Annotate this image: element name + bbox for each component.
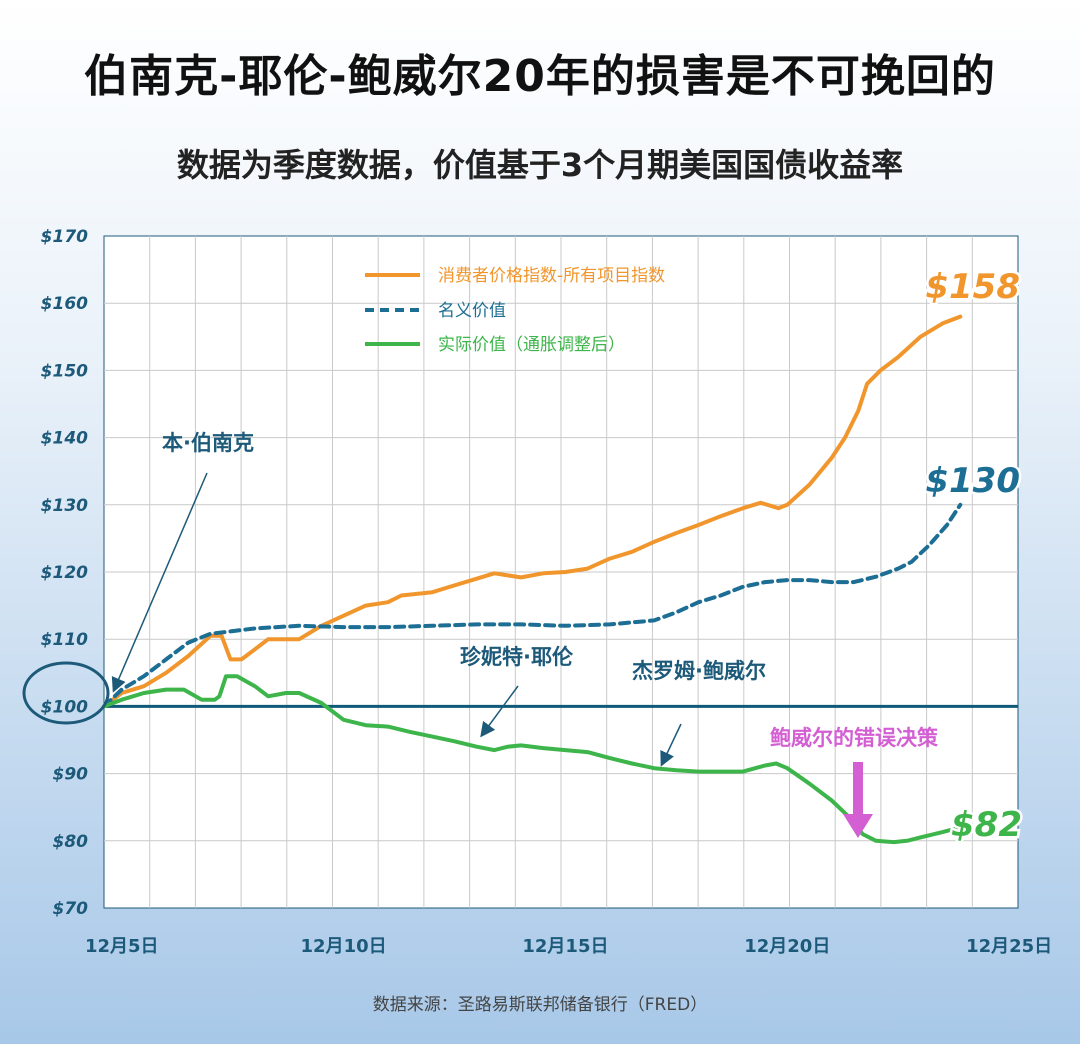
y-tick-label: $150 [41,361,88,381]
x-tick-label: 12月20日 [744,936,830,957]
y-tick-label: $100 [41,697,88,717]
y-axis-ticks: $70 $80 $90 $100 $110 $120 $130 $140 $150 $160 $17… [41,227,88,919]
arrow-yellen [480,685,519,738]
annotation-yellen: 珍妮特·耶伦 [460,645,574,669]
x-tick-label: 12月25日 [966,936,1052,957]
arrow-bernanke [111,472,208,693]
series-lines [102,314,963,845]
bernanke-start-circle [22,661,110,725]
x-axis-ticks: 12月5日 12月10日 12月15日 12月20日 12月25日 [85,936,1052,957]
legend: 消费者价格指数-所有项目指数 名义价值 实际价值（通胀调整后） [365,266,665,355]
x-tick-label: 12月15日 [522,936,608,957]
y-tick-label: $70 [53,899,89,919]
series-line-nominal [102,502,963,709]
end-label-nominal: $130 [925,461,1020,501]
series-line-real [102,674,963,845]
data-source: 数据来源：圣路易斯联邦储备银行（FRED） [372,995,708,1015]
y-tick-label: $170 [41,227,88,247]
series-line-cpi [102,314,963,709]
annotation-bernanke: 本·伯南克 [162,431,254,455]
annotation-powell-mistake: 鲍威尔的错误决策 [770,726,939,750]
series-end-labels: $158 $130 $82 [923,265,1025,848]
mistake-arrow-head [843,814,873,838]
x-tick-label: 12月10日 [301,936,387,957]
y-tick-label: $130 [41,496,88,516]
y-tick-label: $160 [41,294,88,314]
arrow-powell [660,723,682,767]
grid [104,236,1018,908]
legend-label-nominal: 名义价值 [438,301,506,321]
legend-label-cpi: 消费者价格指数-所有项目指数 [438,266,665,286]
mistake-arrow-shaft [853,762,863,816]
y-tick-label: $80 [53,832,89,852]
y-tick-label: $110 [41,630,88,650]
y-tick-label: $140 [41,429,88,449]
y-tick-label: $120 [41,563,88,583]
y-tick-label: $90 [53,765,89,785]
chart-subtitle: 数据为季度数据，价值基于3个月期美国国债收益率 [176,146,904,184]
chart-title: 伯南克-耶伦-鲍威尔20年的损害是不可挽回的 [84,51,996,102]
end-label-cpi: $158 [925,267,1020,307]
legend-label-real: 实际价值（通胀调整后） [438,335,625,355]
annotation-powell: 杰罗姆·鲍威尔 [632,659,766,683]
end-label-real: $82 [951,805,1022,845]
x-tick-label: 12月5日 [85,936,159,957]
